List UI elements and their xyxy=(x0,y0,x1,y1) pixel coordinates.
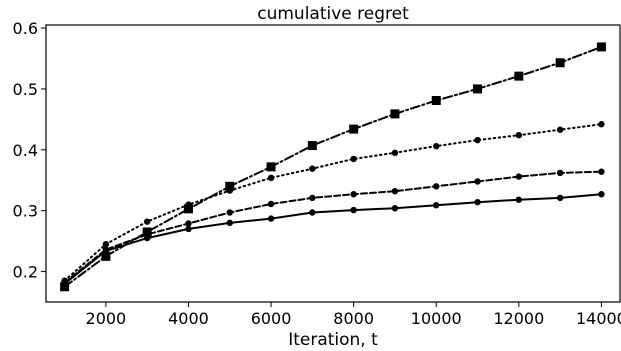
data-point-circle xyxy=(433,142,440,150)
data-point-circle xyxy=(185,225,192,233)
data-point-circle xyxy=(185,201,192,208)
data-point-circle xyxy=(474,178,481,185)
series-solid xyxy=(61,191,605,287)
series-dashdot xyxy=(60,42,606,292)
data-point-circle xyxy=(309,209,316,216)
series-layer xyxy=(60,42,606,292)
data-point-circle xyxy=(391,188,399,195)
data-point-circle xyxy=(267,200,275,208)
plot-area-frame xyxy=(45,24,621,303)
data-point-square xyxy=(225,181,235,191)
data-point-circle xyxy=(556,126,564,133)
data-point-square xyxy=(596,42,606,52)
data-point-square xyxy=(555,58,565,68)
x-tick-label: 8000 xyxy=(333,309,374,328)
data-point-circle xyxy=(556,169,564,177)
series-line xyxy=(63,123,603,282)
x-tick-label: 2000 xyxy=(86,309,127,328)
data-point-square xyxy=(183,204,193,214)
series-line xyxy=(63,170,603,284)
data-point-circle xyxy=(598,191,605,198)
data-point-circle xyxy=(226,219,233,227)
data-point-circle xyxy=(143,218,151,225)
data-point-square xyxy=(266,162,276,172)
data-point-circle xyxy=(185,220,192,227)
series-line xyxy=(63,45,603,288)
x-axis-label: Iteration, t xyxy=(288,330,378,350)
data-point-square xyxy=(514,71,524,81)
data-point-square xyxy=(349,124,359,134)
data-point-circle xyxy=(309,194,316,202)
data-point-circle xyxy=(102,247,110,255)
series-dotted xyxy=(61,121,605,284)
x-tick-label: 12000 xyxy=(493,309,544,328)
data-point-circle xyxy=(474,198,481,206)
data-point-circle xyxy=(433,202,440,209)
data-point-circle xyxy=(267,174,275,182)
data-point-circle xyxy=(515,196,523,203)
data-point-circle xyxy=(226,209,233,216)
data-point-circle xyxy=(350,155,357,163)
data-point-square xyxy=(431,95,441,105)
data-point-circle xyxy=(350,191,357,198)
data-point-square xyxy=(390,109,400,119)
y-tick-label: 0.3 xyxy=(13,202,38,221)
x-tick-label: 4000 xyxy=(168,309,209,328)
data-point-circle xyxy=(391,205,399,212)
data-point-circle xyxy=(556,194,564,202)
data-point-circle xyxy=(433,183,440,190)
data-point-circle xyxy=(267,215,275,222)
data-point-circle xyxy=(474,136,481,144)
data-point-circle xyxy=(391,149,399,157)
series-dashed xyxy=(61,168,605,286)
data-point-circle xyxy=(102,240,110,248)
y-tick-label: 0.5 xyxy=(13,80,38,99)
y-tick-label: 0.4 xyxy=(13,141,38,160)
series-line xyxy=(63,193,603,285)
data-point-square xyxy=(101,251,111,261)
x-tick-label: 10000 xyxy=(411,309,462,328)
data-point-circle xyxy=(598,121,605,128)
y-axis: 0.2 0.3 0.4 0.5 0.6 xyxy=(13,19,46,282)
y-tick-label: 0.2 xyxy=(13,263,38,282)
data-point-square xyxy=(473,84,483,94)
data-point-circle xyxy=(515,173,523,180)
data-point-circle xyxy=(598,168,605,175)
y-tick-label: 0.6 xyxy=(13,19,38,38)
data-point-circle xyxy=(309,165,316,172)
data-point-square xyxy=(307,141,317,151)
x-tick-label: 6000 xyxy=(251,309,292,328)
data-point-circle xyxy=(61,280,68,287)
data-point-circle xyxy=(515,131,523,139)
data-point-circle xyxy=(143,234,151,242)
data-point-circle xyxy=(350,206,357,214)
data-point-circle xyxy=(226,187,233,194)
chart-title: cumulative regret xyxy=(257,4,409,24)
